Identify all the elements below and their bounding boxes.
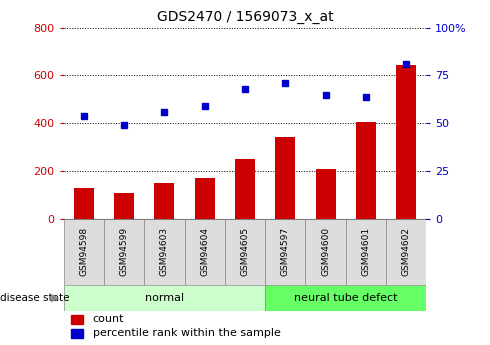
Text: percentile rank within the sample: percentile rank within the sample: [93, 328, 281, 338]
Title: GDS2470 / 1569073_x_at: GDS2470 / 1569073_x_at: [157, 10, 333, 24]
Bar: [185, 219, 225, 285]
Bar: [265, 285, 426, 310]
Bar: [71, 315, 82, 324]
Bar: [225, 219, 265, 285]
Bar: [275, 137, 295, 219]
Bar: [64, 219, 104, 285]
Bar: [144, 219, 185, 285]
Bar: [235, 159, 255, 219]
Text: GSM94597: GSM94597: [281, 227, 290, 276]
Text: GSM94600: GSM94600: [321, 227, 330, 276]
Bar: [396, 65, 416, 219]
Text: neural tube defect: neural tube defect: [294, 293, 397, 303]
Text: GSM94602: GSM94602: [402, 227, 411, 276]
Bar: [154, 183, 174, 219]
Text: count: count: [93, 314, 124, 324]
Text: normal: normal: [145, 293, 184, 303]
Bar: [356, 122, 376, 219]
Bar: [386, 219, 426, 285]
Text: GSM94601: GSM94601: [361, 227, 370, 276]
Text: GSM94603: GSM94603: [160, 227, 169, 276]
Bar: [316, 169, 336, 219]
Text: GSM94605: GSM94605: [241, 227, 249, 276]
Text: ▶: ▶: [51, 293, 60, 303]
Bar: [74, 188, 94, 219]
Bar: [305, 219, 346, 285]
Bar: [346, 219, 386, 285]
Bar: [71, 328, 82, 338]
Text: GSM94598: GSM94598: [79, 227, 88, 276]
Text: GSM94599: GSM94599: [120, 227, 129, 276]
Bar: [265, 219, 305, 285]
Text: GSM94604: GSM94604: [200, 227, 209, 276]
Text: disease state: disease state: [0, 293, 73, 303]
Bar: [104, 219, 144, 285]
Bar: [195, 178, 215, 219]
Bar: [114, 193, 134, 219]
Bar: [64, 285, 265, 310]
